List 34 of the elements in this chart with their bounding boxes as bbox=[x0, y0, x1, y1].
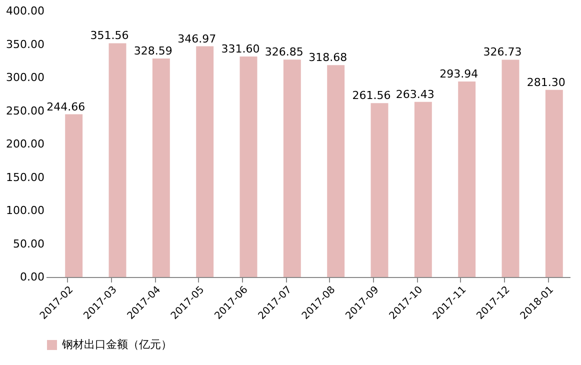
bar bbox=[240, 56, 258, 277]
y-tick-label: 100.00 bbox=[6, 204, 44, 217]
legend-label: 钢材出口金额（亿元） bbox=[61, 338, 172, 351]
data-label: 263.43 bbox=[396, 88, 434, 101]
data-label: 318.68 bbox=[308, 51, 348, 64]
bar bbox=[65, 114, 83, 277]
y-tick-label: 250.00 bbox=[6, 104, 44, 118]
data-label: 281.30 bbox=[526, 76, 566, 89]
bar bbox=[196, 46, 214, 277]
bar bbox=[283, 60, 301, 277]
data-label: 261.56 bbox=[352, 89, 391, 102]
y-tick-label: 0.00 bbox=[20, 270, 44, 284]
data-label: 331.60 bbox=[221, 42, 260, 56]
bar bbox=[152, 58, 170, 277]
bar bbox=[545, 90, 563, 277]
y-tick-label: 200.00 bbox=[6, 138, 44, 150]
y-tick-label: 150.00 bbox=[6, 170, 44, 184]
bar bbox=[414, 102, 432, 277]
data-label: 328.59 bbox=[134, 44, 172, 58]
data-label: 326.73 bbox=[483, 46, 522, 59]
y-tick-label: 50.00 bbox=[13, 237, 44, 250]
data-label: 346.97 bbox=[178, 32, 216, 46]
bar bbox=[108, 43, 126, 277]
bar bbox=[370, 103, 388, 277]
data-label: 293.94 bbox=[440, 68, 478, 81]
y-tick-label: 400.00 bbox=[6, 4, 44, 18]
bar bbox=[327, 65, 345, 277]
data-label: 244.66 bbox=[46, 100, 86, 114]
data-label: 326.85 bbox=[264, 46, 304, 59]
bar bbox=[458, 82, 476, 277]
y-tick-label: 300.00 bbox=[6, 71, 44, 84]
data-label: 351.56 bbox=[90, 29, 129, 42]
y-tick-label: 350.00 bbox=[6, 38, 44, 51]
bar bbox=[502, 60, 520, 277]
